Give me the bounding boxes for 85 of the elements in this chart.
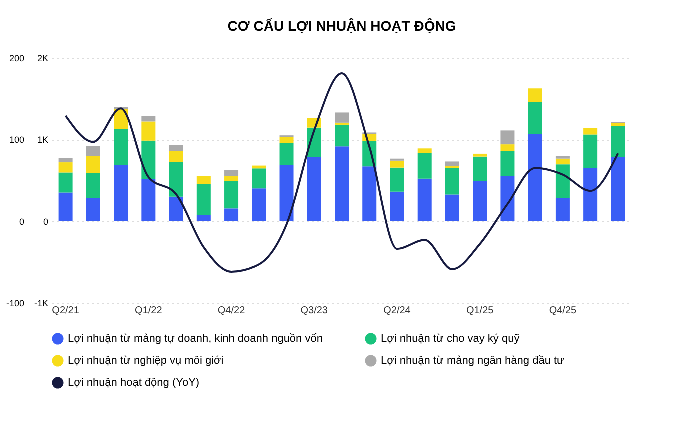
bar bbox=[556, 156, 570, 159]
bar bbox=[528, 102, 542, 134]
bar bbox=[362, 166, 377, 222]
legend-label: Lợi nhuận từ cho vay ký quỹ bbox=[381, 333, 520, 345]
bar bbox=[445, 162, 460, 166]
bar bbox=[86, 173, 100, 198]
x-tick-label: Q1/22 bbox=[135, 306, 163, 316]
bar bbox=[58, 172, 73, 193]
bar bbox=[280, 165, 294, 222]
bar bbox=[58, 192, 73, 222]
y-tick-label: 0 bbox=[43, 216, 48, 227]
bar bbox=[611, 157, 626, 222]
bar bbox=[169, 162, 184, 197]
bar bbox=[390, 168, 404, 192]
y2-tick-label: 100 bbox=[9, 135, 24, 146]
bar bbox=[142, 140, 156, 180]
bar bbox=[335, 112, 349, 123]
bar bbox=[280, 137, 294, 144]
x-tick-label: Q2/24 bbox=[384, 306, 412, 316]
y-tick-label: 1K bbox=[37, 135, 48, 146]
bar bbox=[142, 122, 156, 141]
bar bbox=[418, 148, 432, 154]
bar bbox=[556, 198, 570, 222]
bar bbox=[556, 158, 570, 165]
bar bbox=[252, 188, 266, 222]
bar bbox=[224, 208, 239, 222]
bar bbox=[142, 116, 156, 122]
bar bbox=[584, 168, 598, 222]
bar bbox=[280, 143, 294, 166]
x-tick-label: Q2/21 bbox=[52, 306, 80, 316]
bar bbox=[390, 192, 404, 222]
bar bbox=[224, 181, 239, 209]
bar bbox=[390, 160, 404, 168]
bar bbox=[500, 144, 515, 152]
legend-label: Lợi nhuận từ nghiệp vụ môi giới bbox=[68, 355, 224, 367]
bar bbox=[307, 157, 322, 222]
bar bbox=[142, 179, 156, 222]
bar bbox=[418, 178, 432, 222]
y2-tick-label: 0 bbox=[19, 216, 24, 227]
bar bbox=[556, 164, 570, 198]
bar bbox=[86, 198, 100, 222]
bar bbox=[196, 215, 211, 222]
bar bbox=[528, 134, 542, 222]
bar bbox=[418, 153, 432, 179]
y-tick-label: 2K bbox=[37, 54, 48, 64]
legend-label: Lợi nhuận hoạt động (YoY) bbox=[68, 377, 200, 389]
bar bbox=[224, 176, 239, 182]
chart-title: CƠ CẤU LỢI NHUẬN HOẠT ĐỘNG bbox=[228, 18, 456, 34]
bar bbox=[500, 130, 515, 145]
bar bbox=[196, 176, 211, 184]
bar bbox=[58, 158, 73, 163]
y2-tick-label: -100 bbox=[6, 298, 24, 308]
legend-label: Lợi nhuận từ mảng ngân hàng đầu tư bbox=[381, 355, 566, 367]
bar bbox=[86, 146, 100, 156]
bar bbox=[335, 124, 349, 147]
bar bbox=[473, 181, 488, 222]
bar bbox=[58, 162, 73, 173]
x-tick-label: Q1/25 bbox=[466, 306, 494, 316]
bar bbox=[169, 151, 184, 162]
legend-label: Lợi nhuận từ mảng tự doanh, kinh doanh nguồn vốn bbox=[68, 333, 323, 345]
bar bbox=[445, 168, 460, 195]
y2-tick-label: 200 bbox=[9, 54, 24, 64]
y-tick-label: -1K bbox=[34, 298, 48, 308]
bar bbox=[473, 154, 488, 157]
bar bbox=[114, 164, 128, 222]
x-tick-label: Q4/25 bbox=[549, 306, 578, 316]
bar bbox=[86, 156, 100, 174]
line-series bbox=[64, 72, 620, 273]
bar bbox=[196, 184, 211, 216]
bar bbox=[528, 88, 542, 102]
bar bbox=[169, 144, 184, 152]
bar bbox=[500, 176, 515, 222]
bar bbox=[584, 134, 598, 168]
bar bbox=[114, 129, 128, 165]
bar bbox=[335, 146, 349, 222]
bar bbox=[611, 126, 626, 158]
bar bbox=[473, 156, 488, 182]
bar bbox=[445, 194, 460, 222]
bar bbox=[224, 170, 239, 176]
bar bbox=[169, 196, 184, 222]
bar bbox=[252, 168, 266, 189]
bar bbox=[584, 128, 598, 135]
x-tick-label: Q3/23 bbox=[300, 306, 328, 316]
x-tick-label: Q4/22 bbox=[218, 306, 246, 316]
bar bbox=[500, 152, 515, 176]
